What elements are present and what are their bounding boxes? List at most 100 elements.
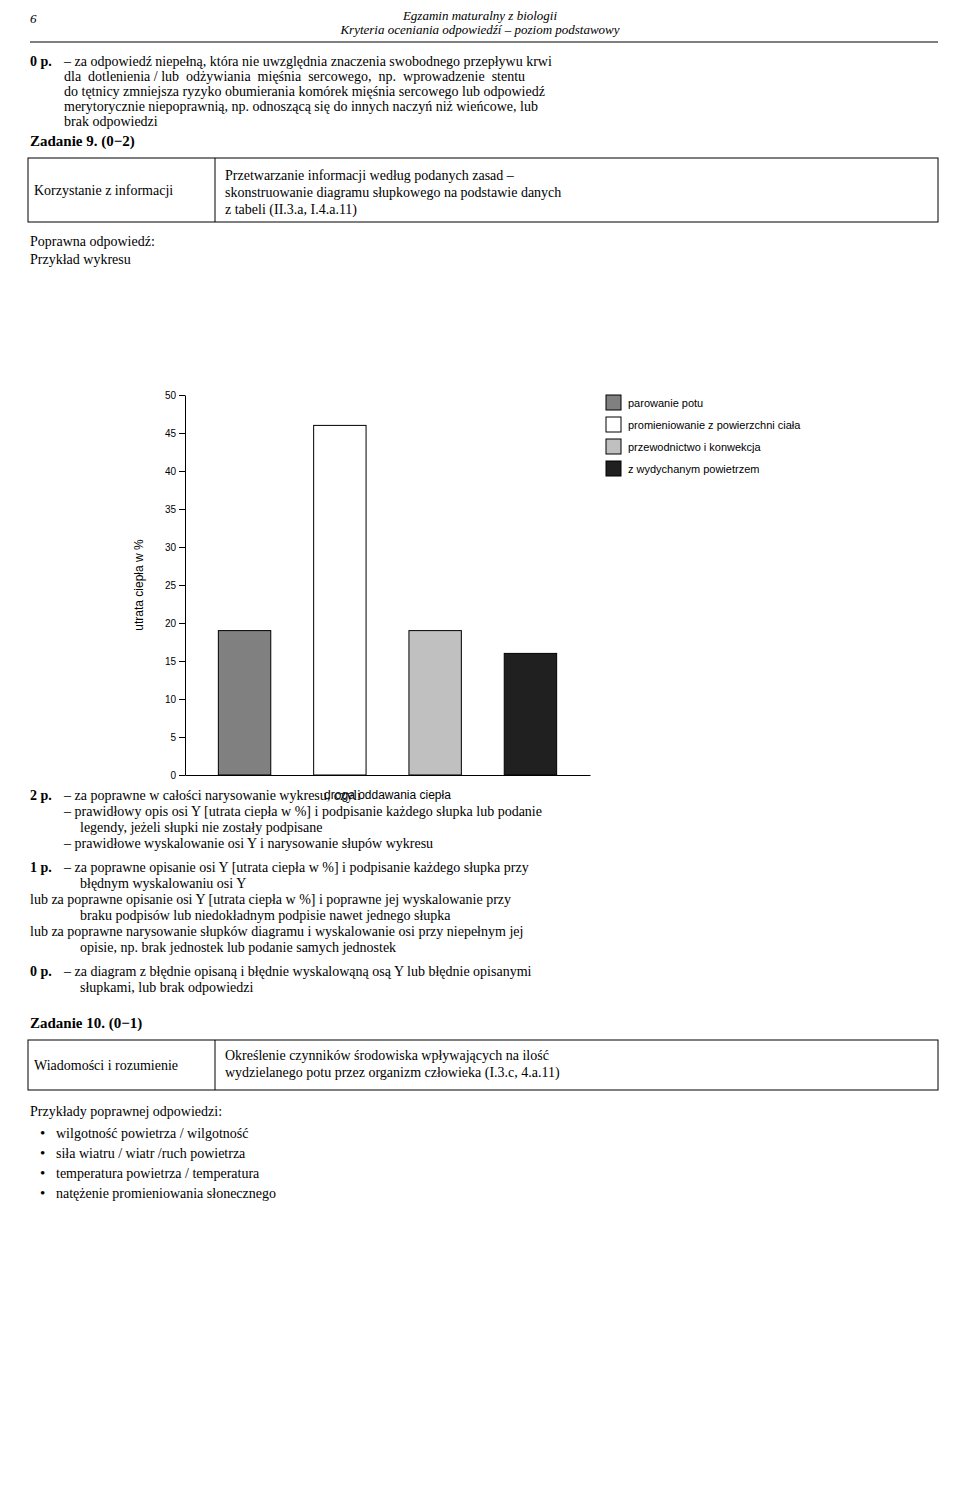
tick-label: 35 bbox=[165, 504, 177, 515]
header-rule bbox=[30, 42, 938, 43]
tick-mark bbox=[179, 509, 185, 510]
criterion-line: legendy, jeżeli słupki nie zostały podpi… bbox=[80, 820, 322, 835]
tick-mark bbox=[179, 623, 185, 624]
tick-label: 15 bbox=[165, 656, 177, 667]
legend-item: promieniowanie z powierzchni ciała bbox=[606, 417, 801, 432]
criterion-line: – za poprawne opisanie osi Y [utrata cie… bbox=[63, 860, 529, 875]
x-axis-title: droga oddawania ciepła bbox=[324, 788, 451, 802]
example-label: Przykład wykresu bbox=[30, 252, 131, 267]
task-title: Zadanie 9. (0−2) bbox=[30, 133, 135, 150]
criterion-line: do tętnicy zmniejsza ryzyko obumierania … bbox=[64, 84, 545, 99]
x-axis bbox=[186, 775, 591, 776]
criterion-line: – za diagram z błędnie opisaną i błędnie… bbox=[63, 964, 532, 979]
tick-mark bbox=[179, 547, 185, 548]
example-item: wilgotność powietrza / wilgotność bbox=[56, 1126, 248, 1141]
legend-swatch bbox=[606, 461, 621, 476]
page-number: 6 bbox=[30, 11, 37, 26]
legend-label: przewodnictwo i konwekcja bbox=[628, 441, 762, 453]
legend-swatch bbox=[606, 439, 621, 454]
legend-item: z wydychanym powietrzem bbox=[606, 461, 759, 476]
bullet: • bbox=[40, 1185, 45, 1201]
legend-label: z wydychanym powietrzem bbox=[628, 463, 759, 475]
example-item: siła wiatru / wiatr /ruch powietrza bbox=[56, 1146, 246, 1161]
table-cell: Przetwarzanie informacji według podanych… bbox=[225, 168, 515, 183]
axis-line bbox=[186, 775, 591, 776]
tick-label: 25 bbox=[165, 580, 177, 591]
legend-swatch bbox=[606, 395, 621, 410]
example-item: temperatura powietrza / temperatura bbox=[56, 1166, 260, 1181]
bullet: • bbox=[40, 1125, 45, 1141]
bullet: • bbox=[40, 1165, 45, 1181]
score-label: 2 p. bbox=[30, 788, 52, 803]
tick-label: 0 bbox=[170, 770, 176, 781]
criterion-line: – za poprawne w całości narysowanie wykr… bbox=[63, 788, 361, 803]
legend: parowanie potu promieniowanie z powierzch… bbox=[606, 395, 801, 476]
bar bbox=[314, 425, 366, 775]
chart: 0 5 10 15 20 25 30 35 40 45 50 utrata ciepła w % dro… bbox=[132, 390, 801, 802]
tick-mark bbox=[179, 699, 185, 700]
tick-mark bbox=[179, 661, 185, 662]
criterion-line: lub za poprawne opisanie osi Y [utrata c… bbox=[30, 892, 511, 907]
table-border bbox=[28, 158, 938, 222]
tick-label: 50 bbox=[165, 390, 177, 401]
y-axis-title: utrata ciepła w % bbox=[132, 539, 146, 631]
criterion-line: – prawidłowy opis osi Y [utrata ciepła w… bbox=[63, 804, 542, 819]
table-border bbox=[28, 1040, 938, 1090]
score-label: 0 p. bbox=[30, 54, 52, 69]
criterion-line: opisie, np. brak jednostek lub podanie s… bbox=[80, 940, 396, 955]
y-tick: 25 bbox=[165, 580, 185, 591]
answer-label: Poprawna odpowiedź: bbox=[30, 234, 155, 249]
page-text-layer: 6 Egzamin maturalny z biologiiKryteria oc… bbox=[28, 8, 938, 1202]
y-tick: 10 bbox=[165, 694, 185, 705]
bar bbox=[218, 631, 270, 775]
table-cell: z tabeli (II.3.a, I.4.a.11) bbox=[225, 202, 357, 218]
tick-mark bbox=[179, 433, 185, 434]
legend-item: parowanie potu bbox=[606, 395, 703, 410]
y-tick: 50 bbox=[165, 390, 185, 401]
score-label: 0 p. bbox=[30, 964, 52, 979]
tick-mark bbox=[179, 737, 185, 738]
bar bbox=[504, 653, 556, 775]
criterion-line: słupkami, lub brak odpowiedzi bbox=[80, 980, 254, 995]
task-title: Zadanie 10. (0−1) bbox=[30, 1015, 142, 1032]
y-axis: 0 5 10 15 20 25 30 35 40 45 50 bbox=[165, 390, 186, 781]
tick-mark bbox=[179, 395, 185, 396]
tick-label: 40 bbox=[165, 466, 177, 477]
table-cell: skonstruowanie diagramu słupkowego na po… bbox=[225, 185, 561, 200]
y-tick: 30 bbox=[165, 542, 185, 553]
y-tick: 5 bbox=[170, 732, 185, 743]
y-tick: 45 bbox=[165, 428, 185, 439]
tick-label: 45 bbox=[165, 428, 177, 439]
axis-line bbox=[185, 396, 186, 776]
y-tick: 15 bbox=[165, 656, 185, 667]
examples-label: Przykłady poprawnej odpowiedzi: bbox=[30, 1104, 222, 1119]
tick-label: 20 bbox=[165, 618, 177, 629]
y-tick: 40 bbox=[165, 466, 185, 477]
page-header: Egzamin maturalny z biologii bbox=[402, 8, 558, 23]
table-cell: wydzielanego potu przez organizm człowie… bbox=[225, 1065, 560, 1081]
page-header: Kryteria oceniania odpowiedźí – poziom p… bbox=[339, 22, 619, 37]
criterion-line: – prawidłowe wyskalowanie osi Y i naryso… bbox=[63, 836, 433, 851]
table-cell: Wiadomości i rozumienie bbox=[34, 1058, 178, 1073]
tick-label: 10 bbox=[165, 694, 177, 705]
criterion-line: – za odpowiedź niepełną, która nie uwzgl… bbox=[63, 54, 552, 69]
criterion-line: lub za poprawne narysowanie słupków diag… bbox=[30, 924, 523, 939]
y-tick: 0 bbox=[170, 770, 185, 781]
page: 6 Egzamin maturalny z biologiiKryteria oc… bbox=[0, 0, 960, 1486]
table-cell: Określenie czynników środowiska wpływają… bbox=[225, 1048, 549, 1063]
y-tick: 20 bbox=[165, 618, 185, 629]
table-divider bbox=[215, 158, 216, 222]
tick-mark bbox=[179, 585, 185, 586]
legend-swatch bbox=[606, 417, 621, 432]
table-cell: Korzystanie z informacji bbox=[34, 183, 173, 198]
legend-label: promieniowanie z powierzchni ciała bbox=[628, 419, 801, 431]
criterion-line: merytorycznie niepoprawnią, np. odnosząc… bbox=[64, 99, 538, 114]
legend-item: przewodnictwo i konwekcja bbox=[606, 439, 762, 454]
score-label: 1 p. bbox=[30, 860, 52, 875]
y-tick: 35 bbox=[165, 504, 185, 515]
example-item: natężenie promieniowania słonecznego bbox=[56, 1186, 276, 1201]
tick-mark bbox=[179, 471, 185, 472]
table-divider bbox=[215, 1040, 216, 1090]
legend-label: parowanie potu bbox=[628, 397, 703, 409]
tick-mark bbox=[179, 775, 185, 776]
